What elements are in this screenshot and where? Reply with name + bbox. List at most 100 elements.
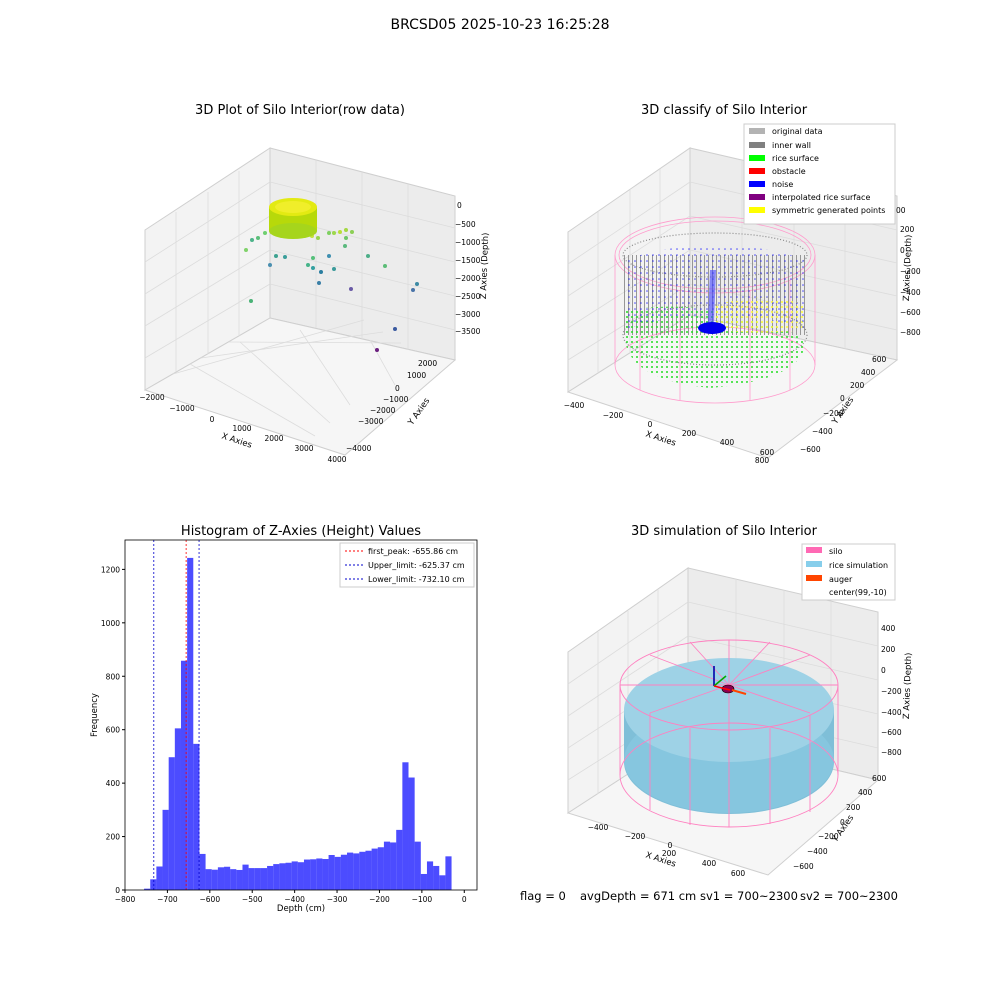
histogram-y-tick-label: 0 [115, 886, 120, 895]
svg-text:400: 400 [861, 368, 876, 377]
histogram-y-ticks: 0 200 400 600 800 1000 1200 [101, 565, 125, 895]
histogram-bars [144, 557, 452, 890]
histogram-legend: first_peak: -655.86 cm Upper_limit: -625… [339, 542, 475, 588]
histogram-bar [230, 869, 237, 890]
svg-text:−3500: −3500 [455, 327, 481, 336]
histogram-bar [439, 875, 446, 890]
footer-avg-depth: avgDepth = 671 cm [580, 889, 697, 903]
svg-text:Z Axies (Depth): Z Axies (Depth) [902, 652, 914, 719]
svg-text:−2500: −2500 [455, 292, 481, 301]
histogram-bar [162, 809, 169, 890]
histogram-bar [371, 848, 378, 890]
histogram-bar [144, 888, 151, 890]
svg-text:center(99,-10): center(99,-10) [829, 588, 887, 597]
svg-text:−200: −200 [823, 409, 844, 418]
histogram-x-tick-label: −200 [369, 895, 390, 904]
footer-flag: flag = 0 [520, 889, 566, 903]
histogram-x-tick-label: −300 [327, 895, 348, 904]
histogram-y-tick-label: 800 [106, 672, 121, 681]
svg-text:symmetric generated points: symmetric generated points [772, 206, 885, 215]
svg-text:−1500: −1500 [455, 256, 481, 265]
classify-noise-points [624, 245, 808, 330]
histogram-x-tick-label: 0 [462, 895, 467, 904]
svg-text:00: 00 [896, 206, 906, 215]
svg-text:−200: −200 [900, 267, 921, 276]
histogram-bar [310, 859, 317, 890]
raw-z-label: Z Axies (Depth) [479, 232, 491, 299]
svg-text:−1000: −1000 [169, 404, 195, 413]
svg-text:inner wall: inner wall [772, 141, 811, 150]
histogram-bar [322, 859, 329, 890]
svg-text:−500: −500 [455, 220, 476, 229]
histogram-bar [396, 829, 403, 890]
histogram-bar [353, 853, 360, 890]
svg-text:Z Axies (Depth): Z Axies (Depth) [902, 234, 914, 301]
histogram-x-tick-label: −800 [115, 895, 136, 904]
svg-text:−800: −800 [881, 748, 902, 757]
svg-text:600: 600 [872, 774, 887, 783]
svg-text:−1000: −1000 [383, 395, 409, 404]
svg-text:0: 0 [210, 415, 215, 424]
raw-x-label: X Axies [220, 431, 253, 450]
raw-floor-pane [143, 317, 457, 456]
svg-text:800: 800 [755, 456, 770, 465]
svg-text:−2000: −2000 [370, 406, 396, 415]
histogram-bar [316, 858, 323, 890]
svg-text:200: 200 [881, 645, 896, 654]
svg-text:−2000: −2000 [455, 274, 481, 283]
histogram-bar [180, 660, 188, 890]
svg-text:noise: noise [772, 180, 793, 189]
svg-text:−600: −600 [900, 308, 921, 317]
svg-text:X Axies: X Axies [644, 429, 677, 448]
histogram-bar [279, 863, 286, 890]
histogram-bar [156, 866, 163, 890]
histogram-chart: −800 −700 −600 −500 −400 −300 −200 −100 0 0 200 40… [90, 539, 478, 914]
histogram-bar [242, 864, 249, 890]
histogram-bar [359, 851, 366, 890]
svg-text:rice simulation: rice simulation [829, 561, 888, 570]
footer-sv2: sv2 = 700~2300 [800, 889, 898, 903]
svg-text:−400: −400 [564, 401, 585, 410]
raw-scatter-points [244, 228, 419, 352]
svg-text:−200: −200 [625, 832, 646, 841]
svg-text:600: 600 [731, 869, 746, 878]
histogram-bar [254, 868, 261, 890]
histogram-bar [390, 842, 397, 890]
classify-legend: original data inner wall rice surface ob… [743, 123, 896, 225]
svg-text:200: 200 [900, 225, 915, 234]
svg-text:−200: −200 [818, 832, 839, 841]
svg-text:400: 400 [702, 859, 717, 868]
svg-text:2000: 2000 [418, 359, 437, 368]
svg-text:600: 600 [872, 355, 887, 364]
svg-text:200: 200 [662, 849, 677, 858]
histogram-bar [217, 867, 225, 890]
svg-text:200: 200 [850, 381, 865, 390]
histogram-bar [334, 856, 341, 890]
histogram-x-tick-label: −500 [242, 895, 263, 904]
svg-text:silo: silo [829, 547, 843, 556]
histogram-bar [211, 869, 218, 890]
svg-text:0: 0 [457, 201, 462, 210]
histogram-bar [285, 862, 292, 890]
svg-text:original data: original data [772, 127, 823, 136]
classify-noise-cluster [698, 322, 726, 334]
histogram-bar [236, 869, 243, 890]
histogram-bar [408, 777, 415, 890]
svg-text:0: 0 [395, 384, 400, 393]
simulation-silo-wireframe [619, 639, 839, 828]
svg-text:−4000: −4000 [346, 444, 372, 453]
svg-text:0: 0 [840, 818, 845, 827]
histogram-axes-frame [124, 539, 478, 891]
svg-text:−400: −400 [807, 847, 828, 856]
simulation-center-axes [713, 666, 731, 691]
histogram-bar [224, 866, 231, 890]
histogram-x-tick-label: −700 [157, 895, 178, 904]
histogram-bar [365, 850, 372, 890]
svg-text:−400: −400 [588, 823, 609, 832]
svg-text:−200: −200 [603, 411, 624, 420]
histogram-bar [267, 865, 274, 890]
svg-text:400: 400 [881, 624, 896, 633]
footer-sv1: sv1 = 700~2300 [700, 889, 798, 903]
svg-text:0: 0 [840, 394, 845, 403]
histogram-bar [297, 862, 304, 890]
